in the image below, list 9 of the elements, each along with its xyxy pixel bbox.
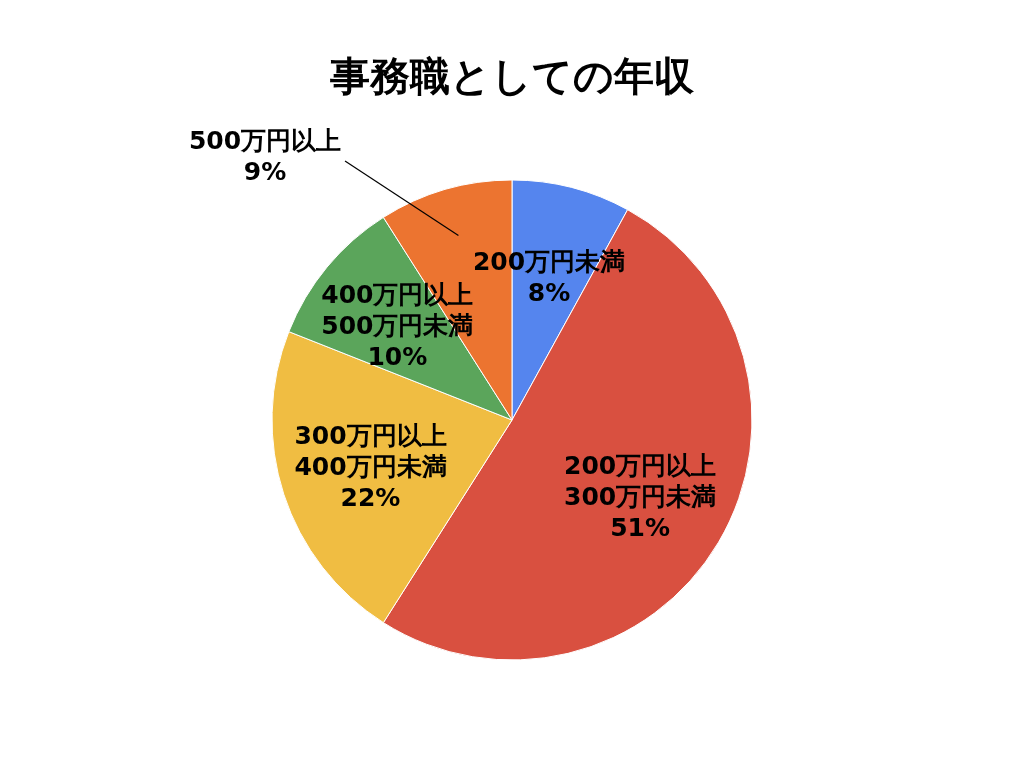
chart-title: 事務職としての年収 (329, 53, 695, 99)
data-label: 9% (243, 156, 287, 186)
slice-label: 300万円以上 400万円未満 (294, 421, 447, 482)
slice-label: 200万円以上 300万円未満 (563, 451, 717, 512)
data-label: 22% (340, 483, 401, 513)
slice-label: 500万円以上 (188, 125, 342, 155)
data-label: 10% (367, 342, 428, 372)
data-label: 51% (610, 513, 670, 543)
data-label: 8% (527, 277, 571, 307)
